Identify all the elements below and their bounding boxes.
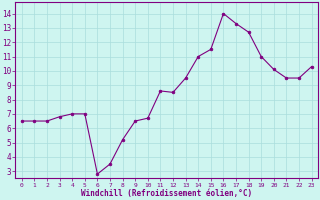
- X-axis label: Windchill (Refroidissement éolien,°C): Windchill (Refroidissement éolien,°C): [81, 189, 252, 198]
